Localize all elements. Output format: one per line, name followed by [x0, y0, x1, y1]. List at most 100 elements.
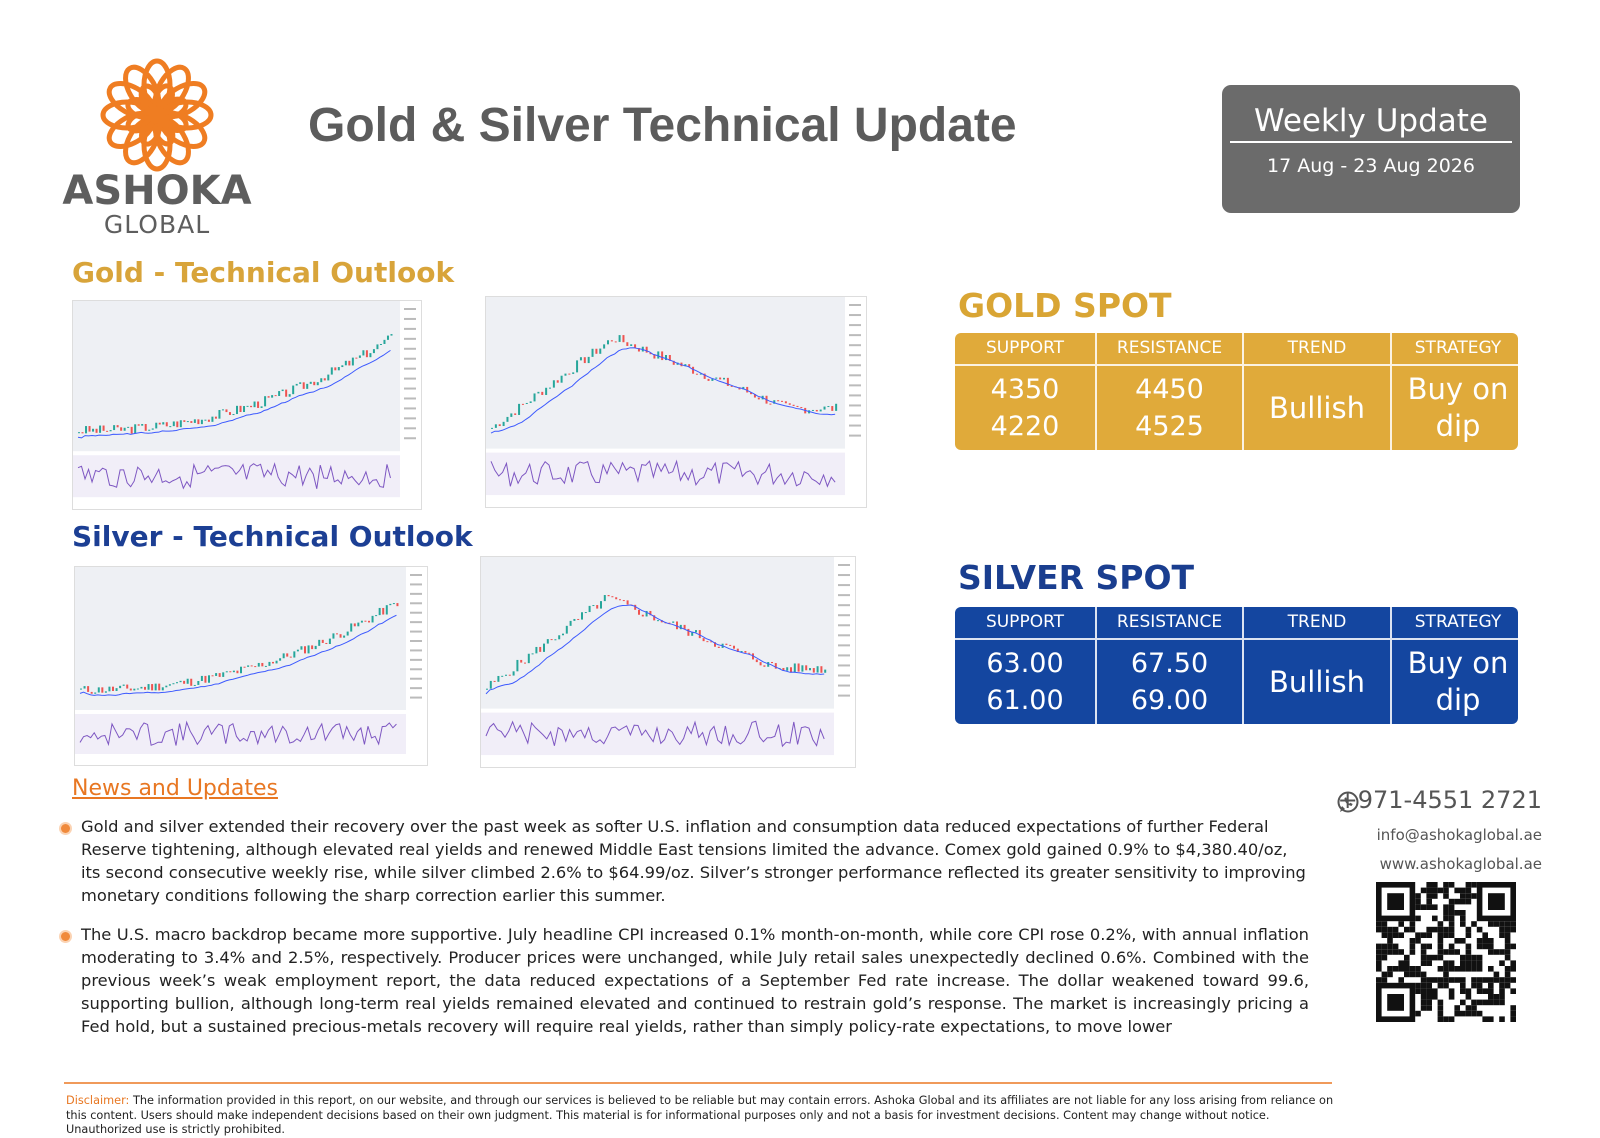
candle: [703, 373, 706, 379]
candle: [183, 420, 186, 422]
candle: [257, 401, 260, 408]
axis-tick: [838, 594, 850, 597]
qr-module: [1415, 915, 1421, 922]
candle: [554, 639, 557, 641]
qr-module: [1471, 977, 1477, 983]
qr-module: [1420, 977, 1427, 983]
qr-module: [1460, 999, 1466, 1006]
qr-module: [1471, 960, 1477, 966]
axis-tick: [404, 327, 416, 330]
qr-module: [1381, 932, 1388, 938]
indicator-bg: [485, 452, 845, 496]
qr-module: [1381, 954, 1388, 961]
qr-module: [1409, 938, 1416, 944]
candle: [179, 680, 182, 683]
candle: [781, 400, 783, 402]
candle: [151, 428, 154, 430]
candle: [801, 665, 804, 672]
qr-module: [1471, 999, 1477, 1006]
news-item: Gold and silver extended their recovery …: [81, 817, 1306, 905]
axis-tick: [849, 314, 861, 317]
axis-tick: [410, 696, 422, 699]
candle: [486, 688, 488, 690]
qr-module: [1454, 1010, 1460, 1017]
candle: [339, 634, 342, 638]
candle: [129, 688, 132, 691]
qr-module: [1482, 977, 1488, 983]
candle: [596, 605, 599, 609]
qr-module: [1437, 949, 1444, 955]
phone: +971-4551 2721: [1337, 786, 1542, 814]
candle: [243, 406, 246, 413]
qr-module: [1460, 915, 1466, 922]
qr-module: [1482, 943, 1488, 950]
candle: [545, 387, 548, 395]
candle: [537, 391, 540, 394]
qr-module: [1465, 932, 1472, 938]
qr-module: [1465, 1005, 1472, 1011]
candle: [200, 419, 203, 425]
qr-module: [1437, 966, 1444, 972]
cell-value: 4220: [990, 411, 1060, 442]
candle: [524, 662, 526, 664]
candle: [208, 675, 210, 683]
table-column: TREND Bullish: [1244, 333, 1392, 450]
candle: [506, 416, 509, 422]
axis-tick: [410, 592, 422, 595]
indicator-bg: [480, 712, 834, 756]
candle: [261, 662, 264, 667]
candle: [637, 348, 640, 352]
qr-module: [1437, 926, 1444, 933]
qr-module: [1493, 921, 1500, 927]
qr-module: [1448, 1016, 1455, 1022]
qr-module: [1465, 960, 1472, 966]
candle: [368, 620, 370, 623]
candle: [687, 628, 690, 636]
candle: [615, 597, 618, 600]
candle: [711, 378, 714, 381]
candle: [165, 422, 168, 427]
qr-module: [1376, 949, 1382, 955]
candle: [286, 653, 289, 657]
column-header: SUPPORT: [955, 607, 1095, 640]
qr-module: [1432, 915, 1438, 922]
candle: [148, 429, 151, 431]
candle: [253, 401, 256, 408]
candle: [788, 403, 791, 405]
candle: [771, 661, 773, 664]
candle: [304, 646, 306, 654]
axis-tick: [404, 347, 416, 350]
qr-module: [1415, 971, 1421, 978]
qr-module: [1387, 966, 1393, 972]
divider: [64, 1082, 1332, 1084]
qr-module: [1476, 1010, 1483, 1017]
qr-module: [1381, 926, 1388, 933]
qr-module: [1437, 977, 1444, 983]
qr-module: [1415, 982, 1421, 989]
qr-module: [1376, 977, 1382, 983]
candle: [385, 605, 388, 615]
qr-module: [1420, 971, 1427, 978]
qr-module: [1510, 1010, 1516, 1017]
candle: [777, 400, 780, 402]
qr-module: [1482, 938, 1488, 944]
candle: [546, 639, 549, 644]
candle: [641, 614, 644, 617]
qr-module: [1398, 960, 1404, 966]
qr-module: [1443, 893, 1449, 899]
candle: [83, 686, 86, 689]
qr-module: [1448, 988, 1455, 994]
qr-module: [1392, 966, 1399, 972]
candle: [525, 402, 528, 404]
qr-module: [1448, 915, 1455, 922]
qr-module: [1510, 960, 1516, 966]
qr-module: [1420, 949, 1427, 955]
candle: [215, 673, 218, 676]
moving-average: [485, 604, 825, 695]
email: info@ashokaglobal.ae: [1376, 826, 1542, 844]
table-column: STRATEGY Buy on dip: [1392, 333, 1524, 450]
qr-module: [1460, 960, 1466, 966]
candle: [645, 346, 648, 353]
qr-module: [1488, 988, 1494, 994]
candle: [285, 389, 288, 397]
